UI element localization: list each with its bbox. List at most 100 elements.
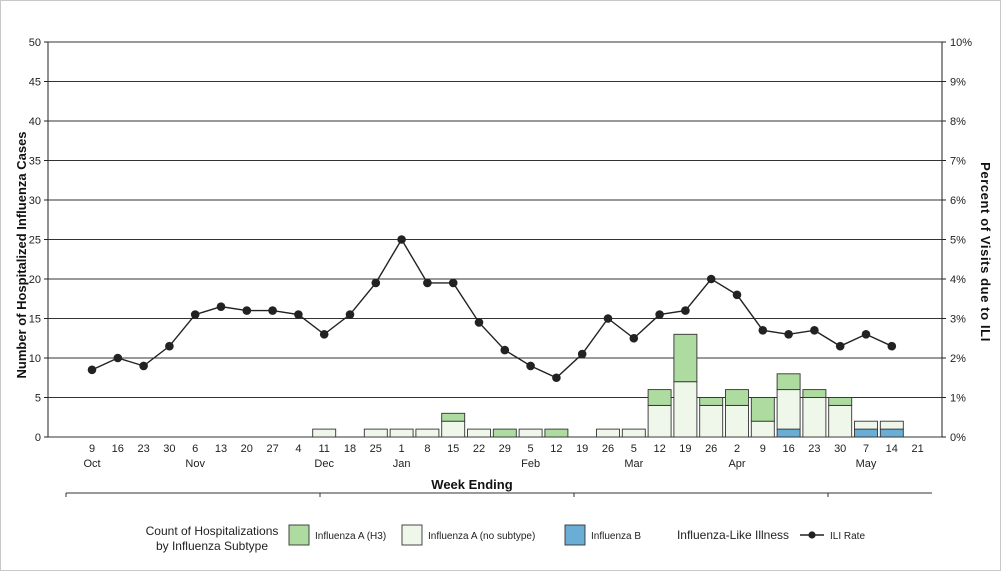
week-tick-label: 19 bbox=[576, 443, 588, 455]
bar bbox=[363, 428, 388, 438]
legend-swatch bbox=[288, 524, 310, 546]
week-tick-label: 13 bbox=[215, 443, 227, 455]
y-right-axis-title: Percent of Visits due to ILI bbox=[978, 162, 993, 342]
week-tick-label: 18 bbox=[344, 443, 356, 455]
right-tick-label: 0% bbox=[950, 432, 966, 444]
legend-swatch bbox=[564, 524, 586, 546]
x-axis-title: Week Ending bbox=[431, 477, 512, 492]
week-tick-label: 6 bbox=[192, 443, 198, 455]
ili-point bbox=[655, 310, 664, 319]
right-tick-label: 2% bbox=[950, 353, 966, 365]
y-left-axis-title: Number of Hospitalized Influenza Cases bbox=[14, 131, 29, 378]
ili-point bbox=[294, 310, 303, 319]
ili-point bbox=[242, 306, 252, 315]
left-tick-label: 50 bbox=[29, 37, 41, 49]
ili-point bbox=[887, 341, 897, 351]
week-tick-label: 16 bbox=[112, 443, 124, 455]
right-tick-label: 8% bbox=[950, 116, 966, 128]
bar bbox=[802, 397, 827, 438]
left-tick-label: 15 bbox=[29, 314, 41, 326]
week-tick-label: 1 bbox=[399, 443, 405, 455]
week-tick-label: 21 bbox=[911, 443, 923, 455]
bar bbox=[415, 428, 440, 438]
right-tick-label: 6% bbox=[950, 195, 966, 207]
bar bbox=[467, 428, 491, 438]
right-tick-label: 9% bbox=[950, 77, 966, 89]
ili-point bbox=[732, 290, 742, 300]
left-tick-label: 20 bbox=[29, 274, 41, 286]
month-tick-label: Oct bbox=[83, 458, 100, 470]
bar bbox=[312, 428, 337, 438]
ili-point bbox=[861, 330, 871, 339]
ili-point bbox=[448, 278, 458, 288]
week-tick-label: 2 bbox=[734, 443, 740, 455]
left-tick-label: 25 bbox=[29, 235, 41, 247]
bar bbox=[802, 389, 827, 398]
bar bbox=[647, 404, 672, 438]
month-tick-label: Nov bbox=[185, 458, 205, 470]
bar bbox=[699, 397, 724, 406]
legend-bar-title: by Influenza Subtype bbox=[156, 539, 268, 553]
week-tick-label: 11 bbox=[318, 443, 329, 455]
ili-point bbox=[500, 345, 510, 355]
legend-label: Influenza A (no subtype) bbox=[428, 531, 535, 542]
bar bbox=[647, 389, 672, 406]
week-tick-label: 15 bbox=[447, 443, 459, 455]
week-tick-label: 22 bbox=[473, 443, 485, 455]
bar bbox=[776, 373, 801, 391]
bar bbox=[725, 389, 749, 406]
week-tick-label: 7 bbox=[863, 443, 869, 455]
ili-point bbox=[758, 326, 768, 335]
right-tick-label: 1% bbox=[950, 393, 966, 405]
right-tick-label: 3% bbox=[950, 314, 966, 326]
bar bbox=[673, 333, 698, 383]
week-tick-label: 8 bbox=[424, 443, 430, 455]
week-tick-label: 4 bbox=[295, 443, 301, 455]
bar bbox=[776, 428, 801, 438]
month-tick-label: Feb bbox=[521, 458, 540, 470]
ili-point bbox=[165, 341, 174, 351]
week-tick-label: 30 bbox=[163, 443, 175, 455]
ili-point bbox=[319, 330, 329, 339]
bar bbox=[879, 420, 904, 430]
ili-point bbox=[190, 310, 200, 319]
left-tick-label: 35 bbox=[29, 156, 41, 168]
ili-point bbox=[371, 278, 381, 288]
bar bbox=[518, 428, 543, 438]
bar bbox=[776, 389, 801, 430]
ili-point bbox=[268, 306, 277, 315]
bar bbox=[725, 404, 749, 438]
grid-lines bbox=[47, 41, 943, 438]
ili-point bbox=[784, 330, 793, 339]
week-tick-label: 19 bbox=[679, 443, 691, 455]
week-tick-label: 26 bbox=[602, 443, 614, 455]
week-tick-label: 14 bbox=[886, 443, 898, 455]
ili-line-path bbox=[91, 238, 893, 379]
week-tick-label: 30 bbox=[834, 443, 846, 455]
right-tick-label: 7% bbox=[950, 156, 966, 168]
right-tick-label: 4% bbox=[950, 274, 966, 286]
bar bbox=[750, 420, 775, 438]
ili-point bbox=[629, 333, 639, 343]
bar bbox=[389, 428, 414, 438]
ili-point bbox=[810, 326, 819, 335]
week-tick-label: 9 bbox=[760, 443, 766, 455]
ili-line bbox=[87, 235, 897, 383]
ili-point bbox=[577, 349, 587, 359]
bar bbox=[828, 397, 853, 406]
week-tick-label: 12 bbox=[550, 443, 562, 455]
month-tick-label: Apr bbox=[728, 458, 745, 470]
week-tick-label: 27 bbox=[266, 443, 278, 455]
bar bbox=[854, 428, 878, 438]
ili-point bbox=[345, 310, 355, 319]
ili-point bbox=[552, 373, 561, 383]
left-tick-label: 0 bbox=[35, 432, 41, 444]
bar bbox=[879, 428, 904, 438]
ili-point bbox=[603, 314, 613, 323]
legend-label: ILI Rate bbox=[830, 531, 865, 542]
week-tick-label: 26 bbox=[705, 443, 717, 455]
left-tick-label: 40 bbox=[29, 116, 41, 128]
ili-point bbox=[87, 365, 97, 375]
